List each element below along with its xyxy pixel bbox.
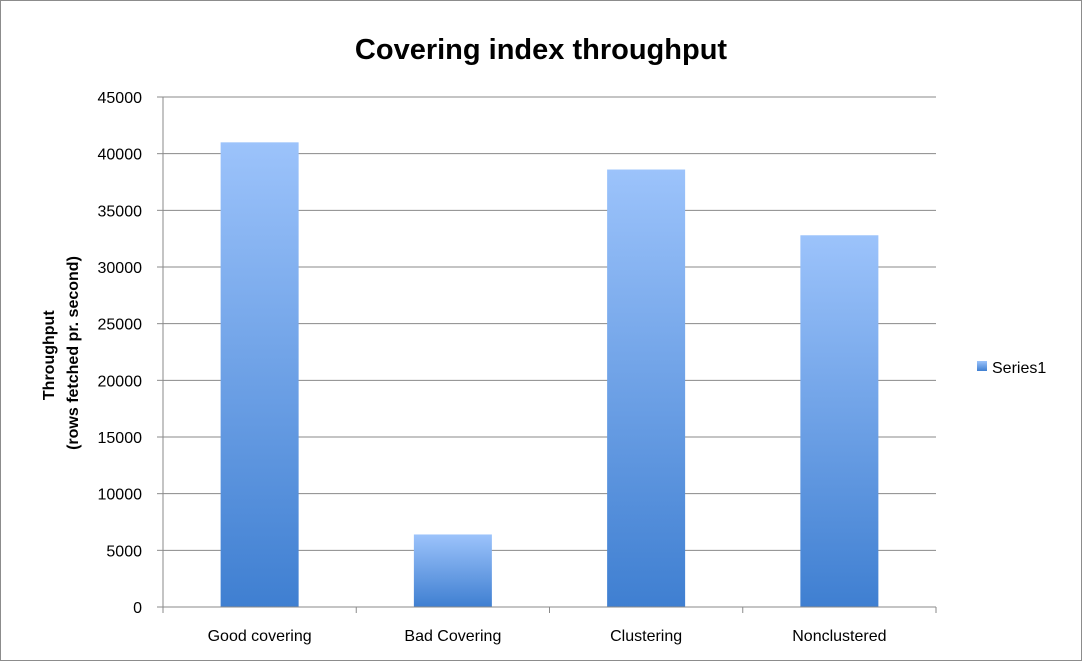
y-tick-label: 0	[133, 600, 142, 617]
y-axis-label: Throughput (rows fetched pr. second)	[41, 256, 82, 450]
y-axis-label-line-1: Throughput	[41, 310, 58, 400]
y-tick-label: 25000	[98, 317, 143, 334]
bars	[220, 142, 879, 608]
y-axis-label-line-2: (rows fetched pr. second)	[65, 256, 82, 450]
y-tick-label: 45000	[98, 90, 143, 107]
y-axis-ticks: 0 5000 10000 15000 20000 25000 30000 35000 40000…	[98, 90, 163, 617]
y-tick-label: 10000	[98, 487, 143, 504]
x-axis-ticks: Good covering Bad Covering Clustering Noncl…	[162, 607, 937, 645]
y-tick-label: 35000	[98, 203, 143, 220]
legend-swatch	[977, 361, 987, 371]
bar-nonclustered	[800, 235, 879, 607]
y-tick-label: 40000	[98, 147, 143, 164]
y-tick-label: 15000	[98, 430, 143, 447]
legend-label-series1: Series1	[992, 360, 1046, 377]
x-tick-label: Clustering	[610, 628, 682, 645]
x-tick-label: Nonclustered	[792, 628, 886, 645]
bar-bad-covering	[413, 534, 492, 607]
legend: Series1	[977, 360, 1046, 377]
axes	[162, 97, 936, 608]
bar-clustering	[607, 169, 686, 608]
bar-good-covering	[220, 142, 299, 608]
y-tick-label: 20000	[98, 373, 143, 390]
y-tick-label: 5000	[106, 543, 142, 560]
y-tick-label: 30000	[98, 260, 143, 277]
x-tick-label: Bad Covering	[404, 628, 501, 645]
x-tick-label: Good covering	[208, 628, 312, 645]
chart-title: Covering index throughput	[355, 34, 727, 66]
